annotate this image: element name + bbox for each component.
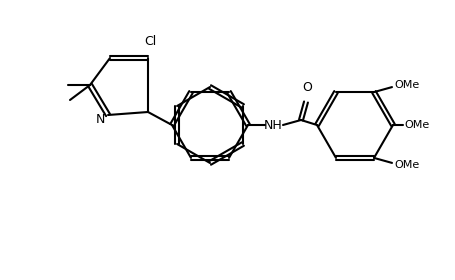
Text: OMe: OMe <box>393 80 418 90</box>
Text: OMe: OMe <box>393 160 418 170</box>
Text: N: N <box>95 113 105 125</box>
Text: Cl: Cl <box>144 35 156 48</box>
Text: NH: NH <box>263 118 282 132</box>
Text: OMe: OMe <box>403 120 428 130</box>
Text: O: O <box>301 81 311 94</box>
